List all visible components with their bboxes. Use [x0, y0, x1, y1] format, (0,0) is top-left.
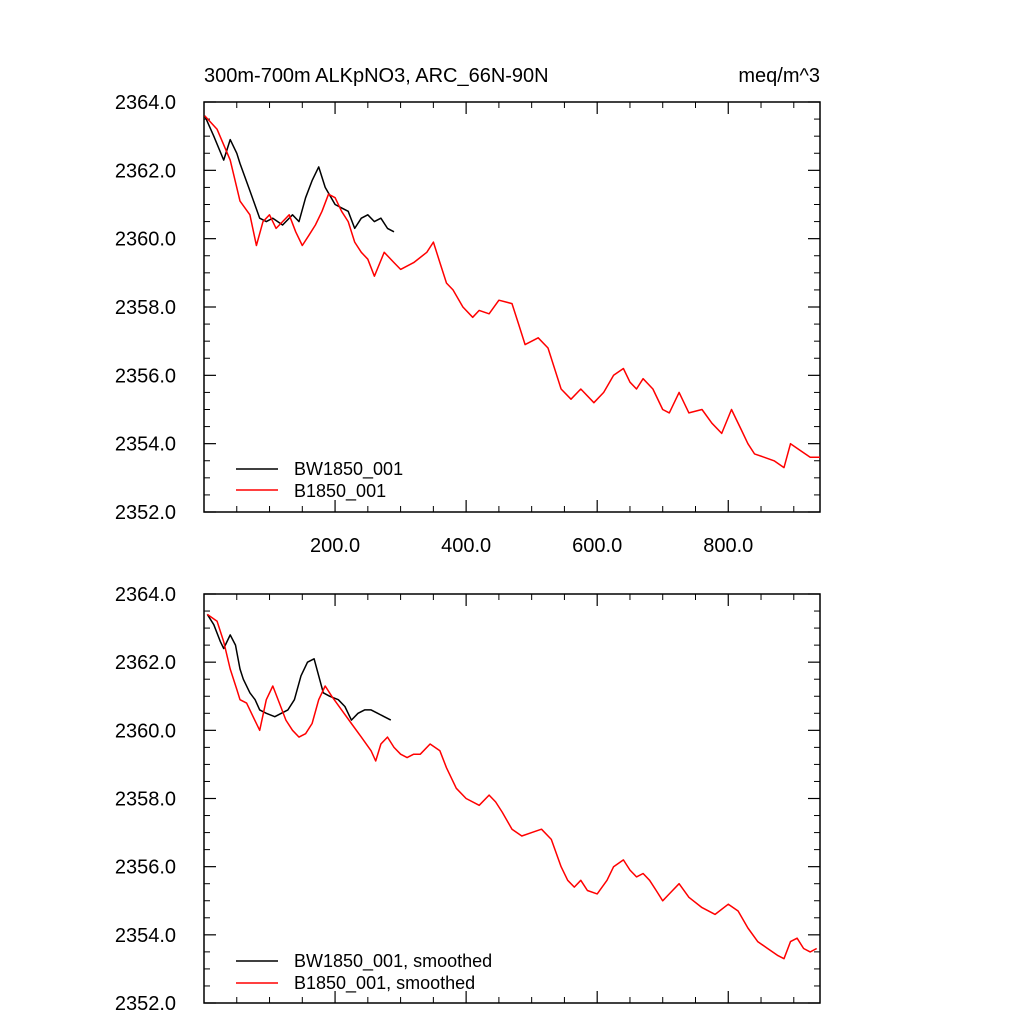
- bottom-panel: 2352.0 2354.0 2356.0 2358.0 2360.0 2362.0 2364…: [115, 584, 821, 1015]
- bottom-panel-series: [206, 613, 818, 960]
- y-tick-label: 2362.0: [115, 652, 176, 674]
- y-tick-label: 2360.0: [115, 229, 176, 251]
- y-tick-label: 2356.0: [115, 857, 176, 879]
- x-tick-label: 600.0: [572, 535, 622, 557]
- series-line-bw1850: [204, 115, 395, 233]
- y-tick-label: 2352.0: [115, 502, 176, 524]
- bottom-panel-legend: BW1850_001, smoothed B1850_001, smoothed: [236, 951, 492, 994]
- legend-label-b1850-smoothed: B1850_001, smoothed: [294, 973, 475, 994]
- top-panel-title-right: meq/m^3: [738, 65, 820, 87]
- legend-label-bw1850: BW1850_001: [294, 459, 403, 480]
- y-tick-label: 2352.0: [115, 993, 176, 1015]
- x-tick-label: 800.0: [703, 535, 753, 557]
- top-panel-series: [204, 115, 820, 469]
- bottom-panel-ticks: 2352.0 2354.0 2356.0 2358.0 2360.0 2362.0 2364…: [115, 584, 820, 1015]
- top-panel-ticks: 2352.0 2354.0 2356.0 2358.0 2360.0 2362.0 2364…: [115, 92, 820, 557]
- y-tick-label: 2354.0: [115, 925, 176, 947]
- top-panel-title-left: 300m-700m ALKpNO3, ARC_66N-90N: [204, 65, 549, 87]
- legend-label-b1850: B1850_001: [294, 481, 386, 502]
- series-line-b1850: [204, 115, 820, 469]
- y-tick-label: 2358.0: [115, 297, 176, 319]
- x-tick-label: 200.0: [310, 535, 360, 557]
- top-panel: 300m-700m ALKpNO3, ARC_66N-90N meq/m^3 2…: [115, 65, 821, 557]
- y-tick-label: 2358.0: [115, 789, 176, 811]
- series-line-bw1850: [206, 613, 392, 721]
- y-tick-label: 2360.0: [115, 720, 176, 742]
- x-tick-label: 400.0: [441, 535, 491, 557]
- y-tick-label: 2362.0: [115, 160, 176, 182]
- y-tick-label: 2356.0: [115, 365, 176, 387]
- series-line-b1850: [206, 613, 818, 960]
- legend-label-bw1850-smoothed: BW1850_001, smoothed: [294, 951, 492, 972]
- y-tick-label: 2364.0: [115, 584, 176, 606]
- y-tick-label: 2364.0: [115, 92, 176, 114]
- top-panel-legend: BW1850_001 B1850_001: [236, 459, 403, 502]
- y-tick-label: 2354.0: [115, 434, 176, 456]
